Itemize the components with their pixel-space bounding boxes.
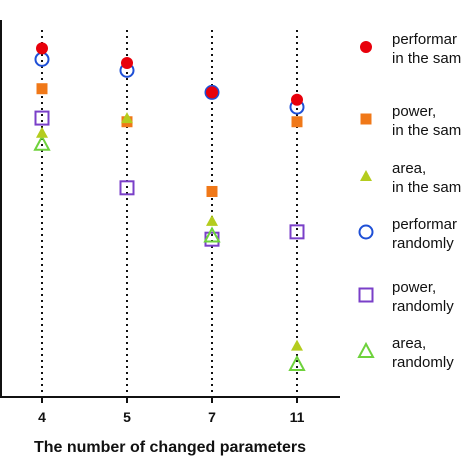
data-point-0-4 bbox=[36, 42, 48, 55]
x-tick-label-5: 5 bbox=[123, 409, 131, 425]
data-point-1-7 bbox=[206, 185, 218, 197]
data-point-4-4 bbox=[34, 110, 50, 126]
data-point-5-7 bbox=[203, 226, 221, 243]
x-tick-label-11: 11 bbox=[290, 409, 305, 425]
legend-label-4-0: power, bbox=[392, 279, 436, 296]
data-point-2-5 bbox=[121, 112, 133, 124]
data-point-4-11 bbox=[289, 224, 305, 240]
legend-marker-5 bbox=[357, 341, 375, 358]
legend-label-0-0: performar bbox=[392, 31, 457, 48]
data-point-1-4 bbox=[36, 83, 48, 95]
legend-marker-3 bbox=[358, 224, 374, 240]
x-axis-title: The number of changed parameters bbox=[34, 439, 306, 456]
legend-label-0-1: in the sam bbox=[392, 50, 461, 67]
data-point-1-11 bbox=[291, 116, 303, 128]
legend-label-4-1: randomly bbox=[392, 298, 454, 315]
legend-label-3-1: randomly bbox=[392, 235, 454, 252]
legend-marker-0 bbox=[360, 41, 372, 53]
legend-label-3-0: performar bbox=[392, 216, 457, 233]
x-tick-label-4: 4 bbox=[38, 409, 46, 425]
data-point-0-7 bbox=[206, 86, 218, 99]
legend-marker-4 bbox=[358, 287, 374, 303]
legend-label-1-1: in the sam bbox=[392, 122, 461, 139]
data-point-4-5 bbox=[119, 180, 135, 196]
legend-label-1-0: power, bbox=[392, 103, 436, 120]
legend-marker-2 bbox=[360, 170, 372, 181]
data-point-5-4 bbox=[33, 134, 51, 151]
legend-marker-1 bbox=[360, 113, 372, 125]
legend-label-5-1: randomly bbox=[392, 354, 454, 371]
legend-label-2-1: in the sam bbox=[392, 179, 461, 196]
data-point-0-11 bbox=[291, 93, 303, 106]
data-point-0-5 bbox=[121, 57, 133, 70]
legend-label-2-0: area, bbox=[392, 160, 426, 177]
data-point-2-4 bbox=[36, 126, 48, 138]
legend-label-5-0: area, bbox=[392, 335, 426, 352]
data-point-2-7 bbox=[206, 214, 218, 226]
data-point-5-11 bbox=[288, 354, 306, 371]
data-point-3-7 bbox=[204, 84, 220, 100]
data-point-2-11 bbox=[291, 339, 303, 351]
x-tick-label-7: 7 bbox=[208, 409, 216, 425]
